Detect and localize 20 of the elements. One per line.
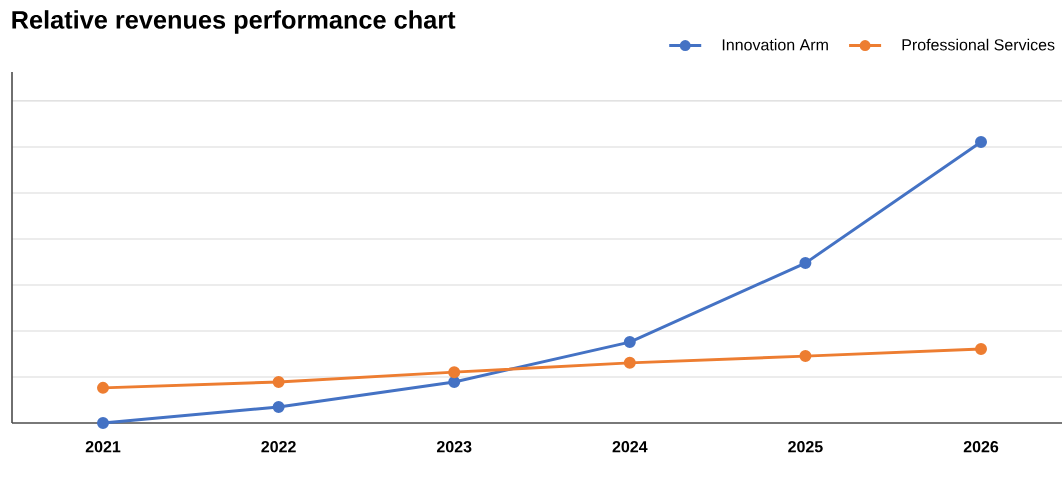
point [272, 375, 285, 388]
point [975, 135, 988, 148]
x-tick-label: 2026 [963, 441, 999, 453]
x-tick-label: 2024 [612, 441, 648, 453]
x-tick-label: 2021 [85, 441, 121, 453]
point [448, 366, 461, 379]
point [97, 381, 110, 394]
point [272, 400, 285, 413]
x-tick-label: 2022 [261, 441, 296, 453]
chart-title: Relative revenues performance chart [12, 10, 456, 34]
legend-label: Innovation Arm [722, 38, 828, 51]
x-tick-label: 2025 [788, 441, 823, 453]
point [623, 336, 636, 349]
point [799, 350, 812, 363]
legend-label: Professional Services [902, 38, 1055, 51]
point [975, 343, 988, 356]
point [97, 417, 110, 429]
x-tick-label: 2023 [436, 441, 472, 453]
point [623, 356, 636, 369]
point [799, 257, 812, 270]
